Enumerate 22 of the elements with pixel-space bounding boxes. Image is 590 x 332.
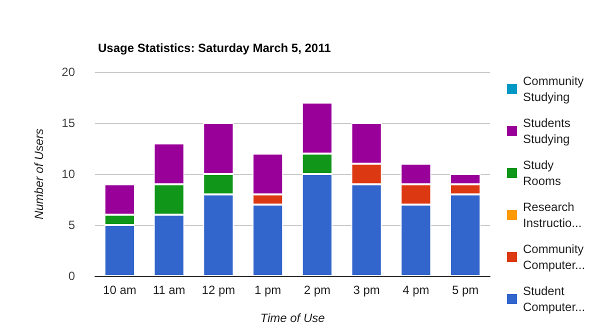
y-tick-label: 15 <box>62 116 76 130</box>
y-tick-label: 5 <box>68 218 76 232</box>
x-tick-label: 12 pm <box>202 283 236 297</box>
legend-label: Student Computer... <box>523 284 586 314</box>
x-tick-label: 11 am <box>152 283 186 297</box>
x-axis-title: Time of Use <box>260 311 326 325</box>
x-tick-label: 4 pm <box>402 283 430 297</box>
legend-label: Research Instructio... <box>523 200 582 230</box>
y-tick-label: 20 <box>62 65 76 79</box>
x-tick-label: 1 pm <box>254 283 282 297</box>
y-axis-title: Number of Users <box>32 128 46 220</box>
x-tick-label: 3 pm <box>353 283 380 297</box>
legend-label: Community Studying <box>523 74 588 104</box>
x-tick-label: 10 am <box>103 283 136 297</box>
y-tick-label: 10 <box>62 167 76 181</box>
legend-label: Study Rooms <box>523 158 562 188</box>
x-tick-label: 5 pm <box>452 283 479 297</box>
chart-title: Usage Statistics: Saturday March 5, 2011 <box>98 41 332 55</box>
y-tick-label: 0 <box>68 269 76 283</box>
legend-label: Students Studying <box>523 116 574 146</box>
x-tick-label: 2 pm <box>304 283 331 297</box>
legend-label: Community Computer... <box>523 242 588 272</box>
